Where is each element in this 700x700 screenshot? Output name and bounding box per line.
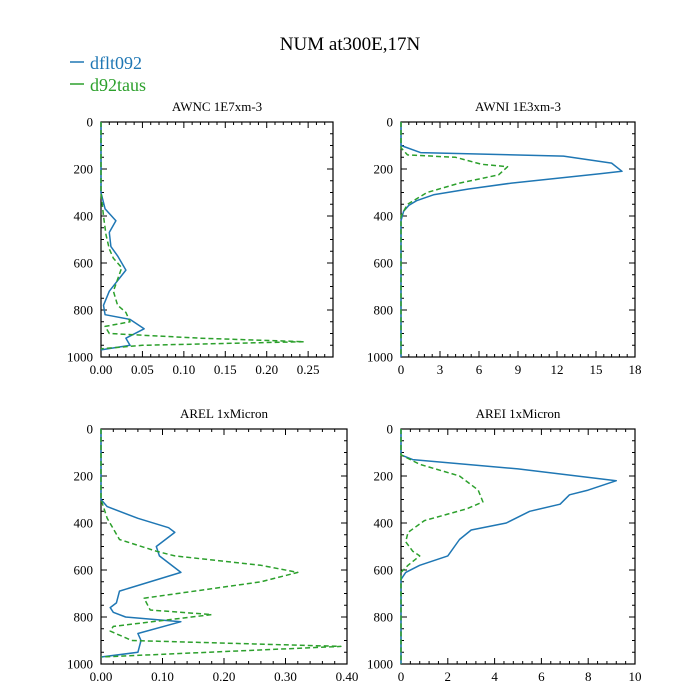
plot-frame xyxy=(400,428,636,665)
y-tick-label: 0 xyxy=(87,115,94,130)
y-tick-label: 800 xyxy=(374,303,394,318)
x-tick-label: 0.00 xyxy=(90,669,113,684)
plot-frame xyxy=(100,121,334,358)
figure-title: NUM at300E,17N xyxy=(280,34,421,55)
x-tick-label: 6 xyxy=(476,362,483,377)
series-line-dflt092 xyxy=(100,429,182,658)
y-tick-label: 600 xyxy=(374,256,394,271)
y-tick-label: 0 xyxy=(387,422,394,437)
x-tick-label: 0.00 xyxy=(90,362,113,377)
y-tick-label: 600 xyxy=(74,256,94,271)
x-tick-label: 0.20 xyxy=(255,362,278,377)
x-tick-label: 3 xyxy=(437,362,444,377)
series-line-dflt092 xyxy=(400,429,618,664)
y-tick-label: 1000 xyxy=(67,350,93,365)
x-tick-label: 0 xyxy=(398,669,405,684)
legend: dflt092 d92taus xyxy=(70,53,146,95)
legend-label-d92taus: d92taus xyxy=(90,75,146,95)
panel-awni: AWNI 1E3xm-3 0 200 400 600 800 1000 0 3 6 9 12 15 18 xyxy=(367,99,642,377)
x-tick-label: 0.25 xyxy=(297,362,320,377)
x-tick-label: 2 xyxy=(445,669,452,684)
x-tick-label: 0.10 xyxy=(172,362,195,377)
x-tick-label: 0 xyxy=(398,362,405,377)
y-tick-label: 800 xyxy=(74,303,94,318)
series-line-d92taus xyxy=(100,429,342,658)
plot-frame xyxy=(400,121,636,358)
panel-title: AREI 1xMicron xyxy=(476,406,561,421)
series-line-dflt092 xyxy=(400,122,623,357)
y-tick-label: 200 xyxy=(74,162,94,177)
x-tick-label: 0.40 xyxy=(336,669,359,684)
series-line-d92taus xyxy=(100,122,305,350)
x-tick-label: 0.15 xyxy=(214,362,237,377)
y-tick-label: 1000 xyxy=(367,657,393,672)
x-tick-label: 0.10 xyxy=(151,669,174,684)
x-tick-label: 18 xyxy=(629,362,642,377)
x-tick-label: 8 xyxy=(585,669,592,684)
x-tick-label: 9 xyxy=(515,362,522,377)
x-tick-label: 6 xyxy=(538,669,545,684)
y-tick-label: 800 xyxy=(374,610,394,625)
x-tick-label: 12 xyxy=(551,362,564,377)
y-tick-label: 200 xyxy=(374,469,394,484)
x-tick-label: 0.20 xyxy=(213,669,236,684)
legend-label-dflt092: dflt092 xyxy=(90,53,142,73)
panel-title: AWNI 1E3xm-3 xyxy=(475,99,561,114)
panel-arei: AREI 1xMicron 0 200 400 600 800 1000 0 2 4 6 8 10 xyxy=(367,406,642,684)
y-tick-label: 0 xyxy=(87,422,94,437)
y-tick-label: 200 xyxy=(374,162,394,177)
y-tick-label: 1000 xyxy=(367,350,393,365)
y-tick-label: 400 xyxy=(74,209,94,224)
x-tick-label: 0.05 xyxy=(131,362,154,377)
x-tick-label: 0.30 xyxy=(274,669,297,684)
panel-title: AREL 1xMicron xyxy=(180,406,268,421)
y-tick-label: 1000 xyxy=(67,657,93,672)
x-tick-label: 4 xyxy=(491,669,498,684)
series-line-d92taus xyxy=(400,122,509,357)
panel-title: AWNC 1E7xm-3 xyxy=(172,99,262,114)
series-line-d92taus xyxy=(400,429,484,664)
y-tick-label: 600 xyxy=(374,563,394,578)
y-tick-label: 600 xyxy=(74,563,94,578)
y-tick-label: 400 xyxy=(374,209,394,224)
x-tick-label: 10 xyxy=(629,669,642,684)
y-tick-label: 0 xyxy=(387,115,394,130)
y-tick-label: 200 xyxy=(74,469,94,484)
y-tick-label: 400 xyxy=(374,516,394,531)
plot-frame xyxy=(100,428,348,665)
y-tick-label: 800 xyxy=(74,610,94,625)
y-tick-label: 400 xyxy=(74,516,94,531)
series-line-dflt092 xyxy=(100,122,145,351)
x-tick-label: 15 xyxy=(590,362,603,377)
